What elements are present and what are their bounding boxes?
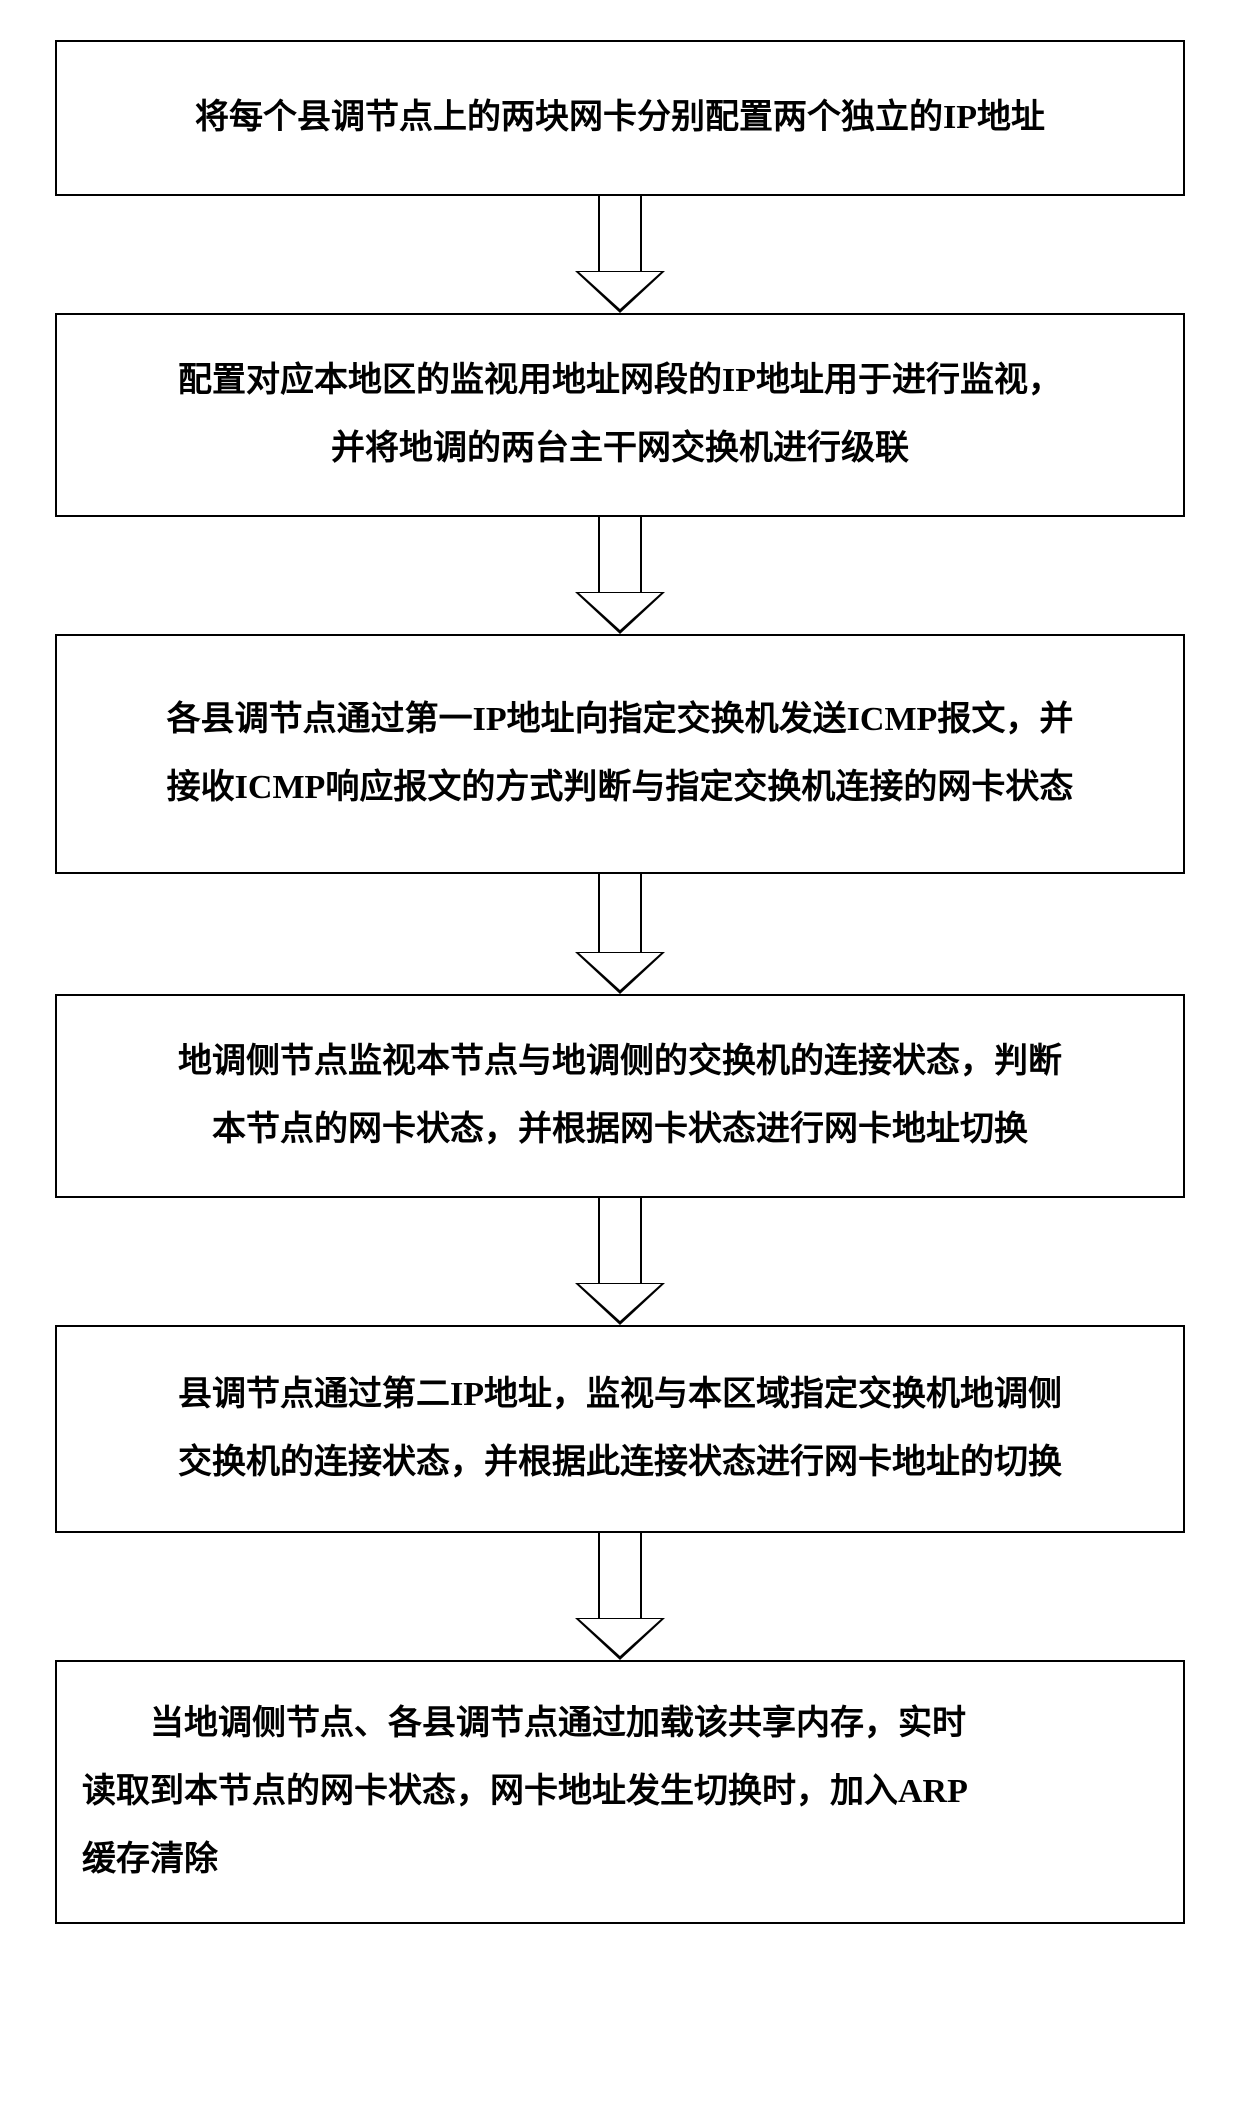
arrow-head-icon <box>575 952 665 994</box>
arrow-head-icon <box>575 1618 665 1660</box>
flowchart-arrow-4 <box>575 1198 665 1325</box>
flowchart-container: 将每个县调节点上的两块网卡分别配置两个独立的IP地址 配置对应本地区的监视用地址… <box>50 40 1190 1924</box>
arrow-head-icon <box>575 592 665 634</box>
arrow-stem <box>598 196 642 271</box>
arrow-stem <box>598 517 642 592</box>
flowchart-arrow-1 <box>575 196 665 313</box>
flowchart-arrow-3 <box>575 874 665 994</box>
flowchart-step-2: 配置对应本地区的监视用地址网段的IP地址用于进行监视， 并将地调的两台主干网交换… <box>55 313 1185 517</box>
flowchart-arrow-5 <box>575 1533 665 1660</box>
flowchart-step-5: 县调节点通过第二IP地址，监视与本区域指定交换机地调侧 交换机的连接状态，并根据… <box>55 1325 1185 1533</box>
flowchart-step-6: 当地调侧节点、各县调节点通过加载该共享内存，实时 读取到本节点的网卡状态，网卡地… <box>55 1660 1185 1924</box>
arrow-stem <box>598 1198 642 1283</box>
arrow-head-icon <box>575 271 665 313</box>
arrow-stem <box>598 1533 642 1618</box>
flowchart-step-3: 各县调节点通过第一IP地址向指定交换机发送ICMP报文，并 接收ICMP响应报文… <box>55 634 1185 874</box>
flowchart-step-1: 将每个县调节点上的两块网卡分别配置两个独立的IP地址 <box>55 40 1185 196</box>
flowchart-arrow-2 <box>575 517 665 634</box>
arrow-stem <box>598 874 642 952</box>
arrow-head-icon <box>575 1283 665 1325</box>
flowchart-step-4: 地调侧节点监视本节点与地调侧的交换机的连接状态，判断 本节点的网卡状态，并根据网… <box>55 994 1185 1198</box>
